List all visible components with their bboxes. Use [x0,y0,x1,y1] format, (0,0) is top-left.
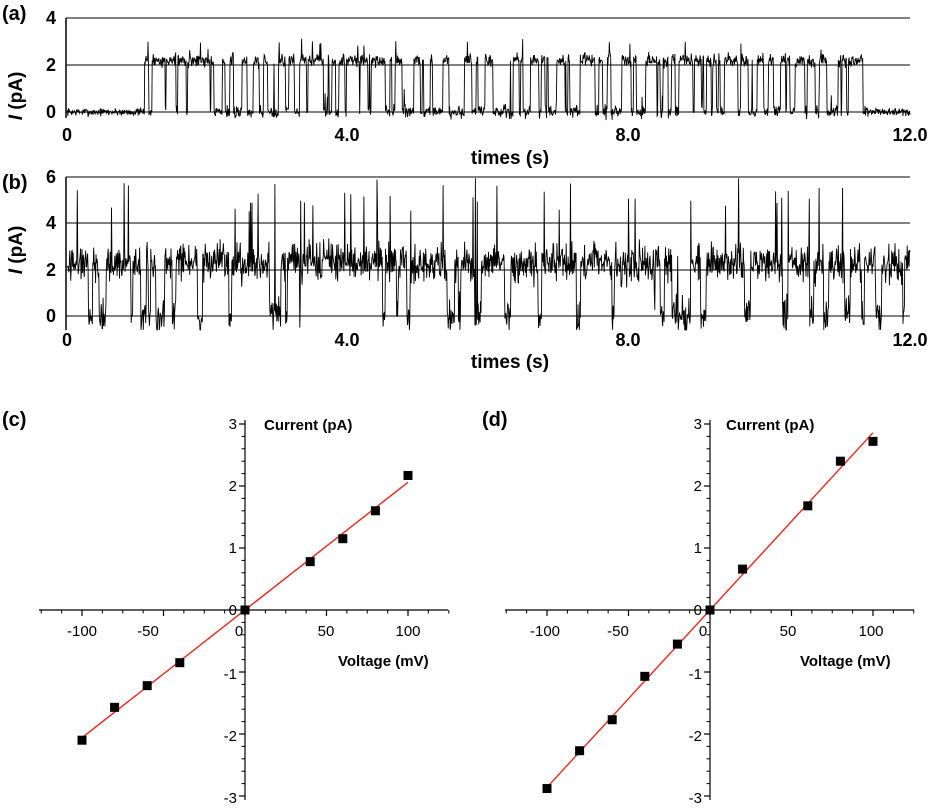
y-tick-label-d-m1: -1 [689,666,702,683]
data-point-c-1 [110,702,120,712]
y-tick-label-a-4: 4 [46,8,56,28]
x-tick-label-d-m100: -100 [530,623,560,640]
data-point-d-4 [672,639,682,649]
data-point-c-0 [77,735,87,745]
data-point-c-5 [305,557,315,567]
x-tick-label-a-12: 12.0 [892,125,927,145]
y-axis-title-a: I (pA) [6,72,27,121]
x-tick-label-b-12: 12.0 [892,330,927,350]
current-trace-a [66,38,911,121]
x-tick-label-a-4: 4.0 [334,125,359,145]
data-point-c-4 [240,605,250,615]
y-tick-label-d-1: 1 [694,540,702,557]
panel-label-c: (c) [2,409,26,431]
data-point-d-1 [575,746,585,756]
data-point-d-6 [738,564,748,574]
x-axis-title-b: times (s) [471,352,549,373]
y-tick-label-c-2: 2 [229,478,237,495]
y-tick-label-d-m3: -3 [689,790,702,807]
panel-d: (d) -100 -50 0 50 100 3 2 1 0 -1 -2 -3 C… [482,409,915,807]
y-axis-title-a-unit: (pA) [6,72,27,115]
y-axis-title-a-italic: I [6,114,27,120]
y-tick-label-a-0: 0 [46,102,56,122]
x-tick-label-b-8: 8.0 [615,330,640,350]
y-tick-label-b-6: 6 [46,167,56,187]
panel-label-d: (d) [482,409,508,431]
x-axis-title-c: Voltage (mV) [338,653,429,670]
x-axis-title-a: times (s) [471,148,549,169]
x-tick-label-a-8: 8.0 [615,125,640,145]
y-tick-label-d-2: 2 [694,478,702,495]
panel-c: (c) -100 -50 0 50 100 3 2 1 0 -1 -2 -3 C… [2,409,450,807]
data-point-c-3 [175,658,185,668]
x-tick-label-d-50: 50 [780,623,797,640]
y-axis-title-b-unit: (pA) [6,226,27,269]
y-tick-label-d-m2: -2 [689,728,702,745]
panel-label-b: (b) [2,172,28,194]
panel-label-a: (a) [2,3,26,25]
x-tick-label-c-m100: -100 [67,623,97,640]
data-point-c-2 [142,681,152,691]
y-tick-label-d-0: 0 [694,602,702,619]
y-axis-title-b-italic: I [6,268,27,274]
data-point-d-3 [640,671,650,681]
y-axis-title-b: I (pA) [6,226,27,275]
data-point-c-6 [338,534,348,544]
y-tick-label-d-3: 3 [694,416,702,433]
y-tick-label-c-m3: -3 [224,790,237,807]
y-tick-label-c-3: 3 [229,416,237,433]
panel-b: (b) I (pA) 6 4 2 0 0 4.0 8.0 12.0 times … [2,167,928,373]
data-point-d-0 [542,784,552,794]
x-tick-label-c-0: 0 [235,623,243,640]
x-tick-label-a-0: 0 [62,125,72,145]
y-axis-title-d: Current (pA) [726,417,814,434]
data-point-d-9 [868,436,878,446]
y-tick-label-b-0: 0 [46,306,56,326]
x-tick-label-c-50: 50 [318,623,335,640]
data-point-c-7 [370,506,380,516]
data-points-d [542,436,878,794]
current-trace-b [66,178,911,331]
x-tick-label-c-100: 100 [395,623,420,640]
y-tick-label-b-2: 2 [46,260,56,280]
data-point-d-2 [607,715,617,725]
data-point-d-5 [705,605,715,615]
data-point-d-7 [803,501,813,511]
panel-a: (a) I (pA) 4 2 0 0 4.0 8.0 12.0 times (s… [2,3,928,169]
y-tick-label-a-2: 2 [46,55,56,75]
x-tick-label-b-0: 0 [62,330,72,350]
y-tick-label-c-1: 1 [229,540,237,557]
x-tick-label-d-100: 100 [858,623,883,640]
x-axis-title-d: Voltage (mV) [800,653,891,670]
x-tick-label-d-0: 0 [699,623,707,640]
y-tick-label-b-4: 4 [46,213,56,233]
y-axis-title-c: Current (pA) [264,417,352,434]
x-tick-label-b-4: 4.0 [334,330,359,350]
y-tick-label-c-m1: -1 [224,666,237,683]
y-tick-label-c-m2: -2 [224,728,237,745]
data-points-c [77,470,413,745]
y-tick-label-c-0: 0 [229,602,237,619]
data-point-d-8 [835,456,845,466]
data-point-c-8 [403,470,413,480]
x-tick-label-c-m50: -50 [137,623,159,640]
x-tick-label-d-m50: -50 [607,623,629,640]
